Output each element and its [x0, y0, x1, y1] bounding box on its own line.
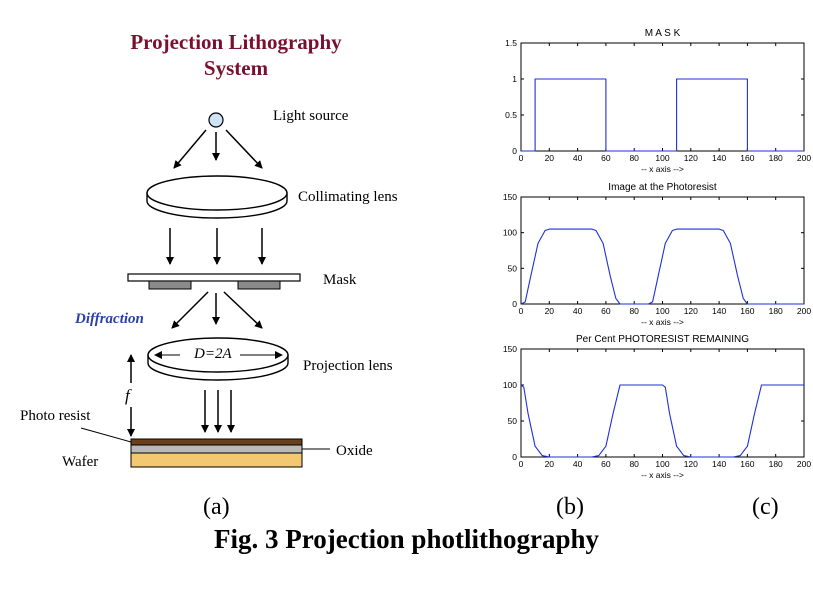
plot-3-xtick-label: 40	[573, 459, 583, 469]
plot-2-title: Image at the Photoresist	[608, 182, 717, 193]
plot-2-xtick-label: 20	[545, 306, 555, 316]
plot-3-ytick-label: 150	[503, 344, 517, 354]
plot-3-xtick-label: 140	[712, 459, 726, 469]
plot-1-ytick-label: 0	[512, 146, 517, 156]
plot-1-xtick-label: 180	[769, 153, 783, 163]
plot-3-xtick-label: 120	[684, 459, 698, 469]
plot-3-xtick-label: 100	[655, 459, 669, 469]
plot-2-xtick-label: 80	[629, 306, 639, 316]
plot-1-xtick-label: 60	[601, 153, 611, 163]
plot-1-ytick-label: 0.5	[505, 110, 517, 120]
plot-3-frame	[520, 348, 805, 458]
plot-1-xtick-label: 20	[545, 153, 555, 163]
light-source	[208, 112, 224, 128]
plot-3-xtick-label: 60	[601, 459, 611, 469]
plot-2-xtick-label: 100	[655, 306, 669, 316]
plot-2-xtick-label: 120	[684, 306, 698, 316]
plot-1-series-line	[521, 78, 804, 152]
plot-2-ytick-label: 100	[503, 228, 517, 238]
plot-2-ytick-label: 0	[512, 299, 517, 309]
lens-formula-label: D=2A	[194, 346, 232, 362]
projection-lens-label: Projection lens	[303, 358, 393, 374]
mask-plate	[127, 273, 301, 282]
plot-1-xtick-label: 140	[712, 153, 726, 163]
plot-1-ytick-label: 1	[512, 74, 517, 84]
plot-3-xtick-label: 0	[519, 459, 524, 469]
collimating-lens-label: Collimating lens	[298, 189, 398, 205]
plot-3-ytick-label: 100	[503, 380, 517, 390]
light-rays	[173, 129, 263, 169]
collimating-lens	[146, 175, 288, 219]
plot-3-ytick-label: 50	[508, 416, 518, 426]
oxide-label: Oxide	[336, 443, 373, 459]
plot-1-title: M A S K	[645, 28, 681, 39]
mask-block-left	[148, 280, 192, 290]
photoresist-leader	[80, 427, 132, 443]
plot-3-xtick-label: 80	[629, 459, 639, 469]
light-source-label: Light source	[273, 108, 349, 124]
plot-2-xtick-label: 0	[519, 306, 524, 316]
plot-3-xtick-label: 200	[797, 459, 811, 469]
diagram-title-line1: Projection Lithography	[130, 30, 342, 54]
plot-1-xtick-label: 40	[573, 153, 583, 163]
wafer-label: Wafer	[62, 454, 99, 470]
mask-block-right	[237, 280, 281, 290]
plot-3-xlabel: -- x axis -->	[641, 470, 684, 480]
projection-lens	[147, 337, 289, 381]
photo-resist-label: Photo resist	[20, 408, 91, 424]
panel-label-c: (c)	[752, 494, 779, 520]
plot-2-xtick-label: 140	[712, 306, 726, 316]
plot-2-ytick-label: 50	[508, 263, 518, 273]
plot-1-xtick-label: 100	[655, 153, 669, 163]
plot-1-xtick-label: 120	[684, 153, 698, 163]
panel-label-b: (b)	[556, 494, 584, 520]
plot-2-frame	[520, 196, 805, 305]
plot-1-xtick-label: 0	[519, 153, 524, 163]
diffraction-label: Diffraction	[75, 311, 144, 327]
diffraction-rays	[171, 291, 263, 329]
diagram-title-line2: System	[203, 56, 269, 80]
mask-label: Mask	[323, 272, 357, 288]
panel-label-a: (a)	[203, 494, 230, 520]
focal-length-label: f	[125, 386, 130, 405]
wafer-layer	[130, 452, 303, 468]
plot-1-xtick-label: 200	[797, 153, 811, 163]
figure-caption: Fig. 3 Projection photlithography	[213, 524, 599, 554]
plot-2-ytick-label: 150	[503, 192, 517, 202]
plot-1-frame	[520, 42, 805, 152]
plot-3-title: Per Cent PHOTORESIST REMAINING	[576, 334, 749, 345]
plot-2-series-line	[520, 228, 804, 305]
plot-2-xlabel: -- x axis -->	[641, 317, 684, 327]
plot-2-xtick-label: 160	[740, 306, 754, 316]
plot-3-xtick-label: 160	[740, 459, 754, 469]
plot-1-ytick-label: 1.5	[505, 38, 517, 48]
plot-1-xtick-label: 80	[629, 153, 639, 163]
plot-2-xtick-label: 180	[769, 306, 783, 316]
collimated-rays	[166, 228, 266, 265]
plot-2-xtick-label: 60	[601, 306, 611, 316]
plot-2-xtick-label: 200	[797, 306, 811, 316]
plot-3-xtick-label: 20	[545, 459, 555, 469]
plot-2-xtick-label: 40	[573, 306, 583, 316]
plot-1-xtick-label: 160	[740, 153, 754, 163]
focused-rays	[201, 390, 235, 433]
plot-1-xlabel: -- x axis -->	[641, 164, 684, 174]
plot-3-series-line	[520, 384, 804, 458]
plot-3-xtick-label: 180	[769, 459, 783, 469]
plot-3-ytick-label: 0	[512, 452, 517, 462]
